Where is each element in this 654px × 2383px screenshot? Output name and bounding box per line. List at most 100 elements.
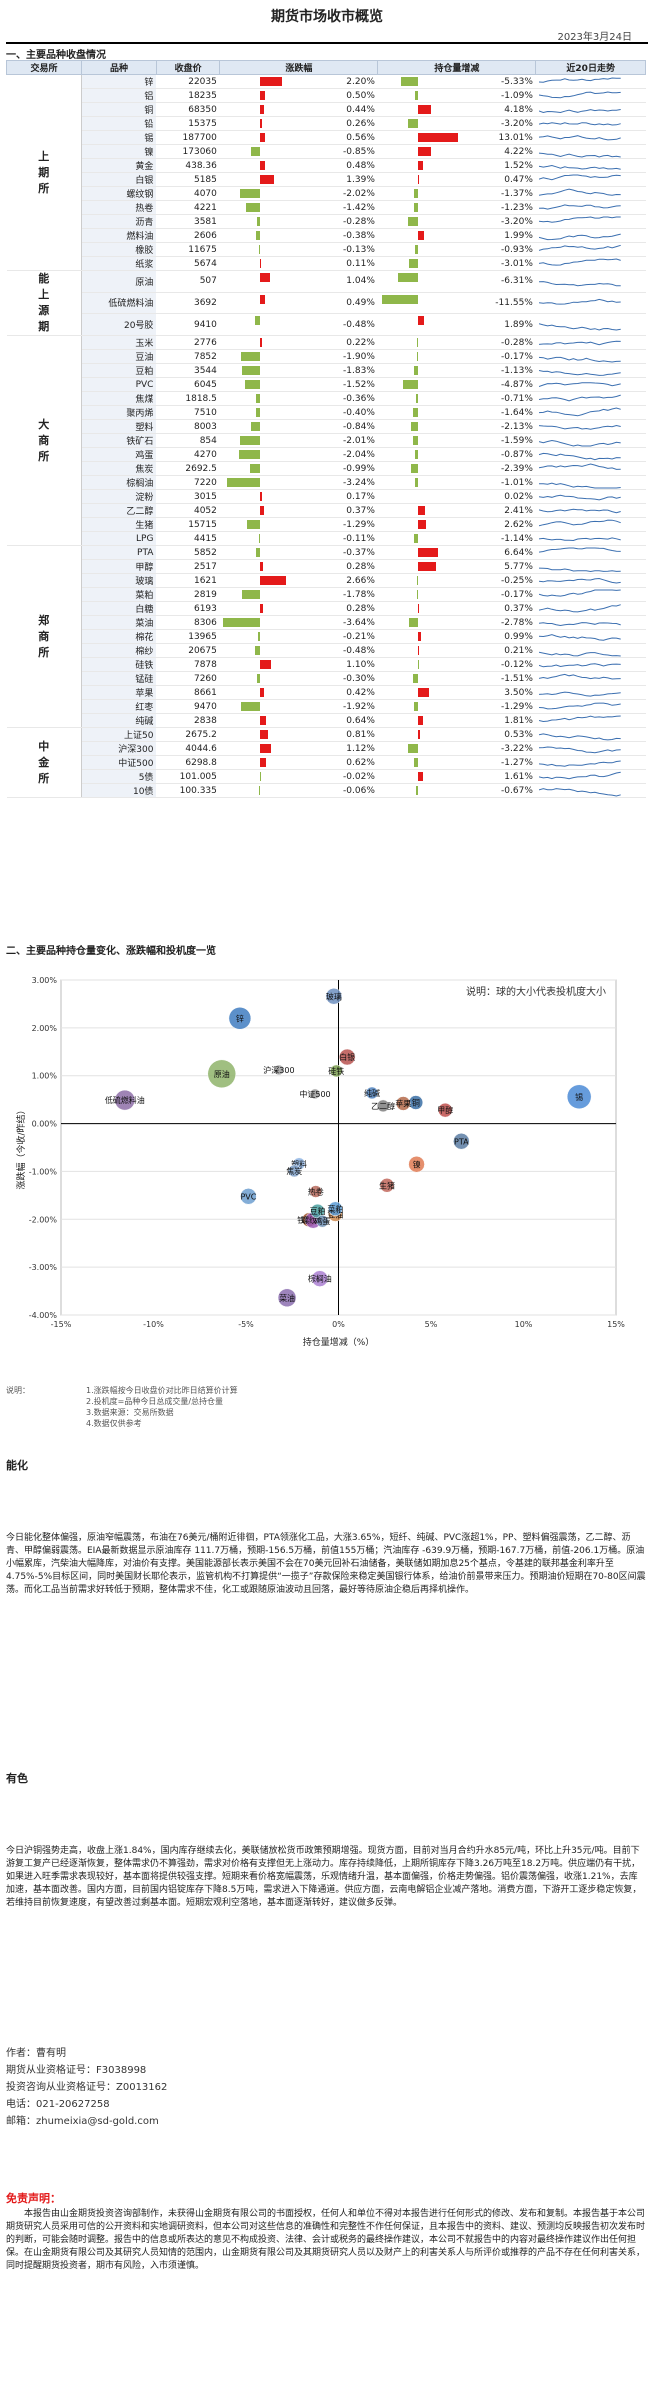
oi-pct-cell: 0.99% [477, 629, 536, 644]
change-pct-cell: 0.42% [319, 685, 378, 700]
sparkline [538, 356, 621, 363]
trend-cell [535, 405, 646, 420]
oi-pct-cell: -0.28% [477, 335, 536, 350]
oi-pct-cell: 0.47% [477, 172, 536, 187]
data-point [453, 1133, 470, 1150]
change-pct-cell: 1.10% [319, 657, 378, 672]
table-row: 棉花 13965 -0.21% 0.99% [7, 629, 646, 644]
table-row: 白银 5185 1.39% 0.47% [7, 172, 646, 187]
change-bar-cell [219, 573, 320, 588]
data-point [338, 1048, 356, 1066]
change-pct-cell: -0.37% [319, 545, 378, 560]
variety-cell: 螺纹钢 [81, 186, 157, 201]
data-label: 生猪 [379, 1180, 395, 1190]
change-pct-cell: -0.38% [319, 228, 378, 243]
change-bar-negative [258, 245, 260, 254]
data-point [277, 1288, 297, 1308]
change-bar-negative [223, 618, 260, 627]
data-label: 硅铁 [328, 1066, 344, 1076]
table-row: 热卷 4221 -1.42% -1.23% [7, 200, 646, 215]
oi-bar-cell [377, 769, 478, 784]
change-bar-positive [259, 506, 264, 515]
oi-bar-cell [377, 489, 478, 504]
sparkline-path [538, 732, 621, 740]
data-label: 螺纹钢 [301, 1215, 325, 1225]
oi-bar-negative [414, 91, 418, 100]
sparkline [538, 152, 621, 158]
oi-bar-negative [417, 352, 418, 361]
change-bar-cell [219, 699, 320, 714]
data-label: 锌 [236, 1013, 244, 1023]
sparkline [538, 519, 621, 526]
data-point [408, 1156, 425, 1173]
oi-bar-cell [377, 629, 478, 644]
y-tick-label: 2.00% [32, 1024, 58, 1033]
section1-title: 一、主要品种收盘情况 [6, 50, 106, 61]
table-row: 焦炭 2692.5 -0.99% -2.39% [7, 461, 646, 476]
trend-cell [535, 172, 646, 187]
data-label: 纯碱 [364, 1088, 380, 1098]
trend-cell [535, 102, 646, 117]
change-pct-cell: -0.13% [319, 242, 378, 257]
change-bar-positive [259, 730, 268, 739]
oi-bar-cell [377, 102, 478, 117]
oi-pct-cell: -1.09% [477, 88, 536, 103]
trend-cell [535, 643, 646, 658]
data-label: 原油 [214, 1069, 230, 1079]
oi-pct-cell: 0.37% [477, 601, 536, 616]
change-pct-cell: 0.48% [319, 158, 378, 173]
change-pct-cell: 1.12% [319, 741, 378, 756]
oi-bar-cell [377, 615, 478, 630]
trend-cell [535, 88, 646, 103]
variety-cell: 棉纱 [81, 643, 157, 658]
page-title: 期货市场收市概览 [271, 9, 383, 25]
change-bar-cell [219, 531, 320, 546]
oi-bar-cell [377, 573, 478, 588]
change-pct-cell: 0.28% [319, 601, 378, 616]
change-bar-negative [244, 380, 260, 389]
trend-cell [535, 461, 646, 476]
oi-bar-positive [417, 105, 431, 114]
table-row: 燃料油 2606 -0.38% 1.99% [7, 228, 646, 243]
change-bar-cell [219, 256, 320, 271]
data-label: 甲醇 [437, 1105, 453, 1115]
data-point [566, 1084, 592, 1110]
data-point [207, 1059, 237, 1089]
change-bar-negative [239, 436, 260, 445]
change-bar-cell [219, 88, 320, 103]
table-row: 铜 68350 0.44% 4.18% [7, 102, 646, 117]
variety-cell: 豆油 [81, 349, 157, 364]
data-label: 苹果 [395, 1098, 411, 1108]
oi-bar-negative [414, 366, 418, 375]
sparkline-path [538, 787, 621, 797]
change-pct-cell: -2.02% [319, 186, 378, 201]
trend-cell [535, 713, 646, 728]
col-close: 收盘价 [155, 60, 221, 75]
data-label: PTA [454, 1137, 469, 1146]
close-price-cell: 173060 [156, 144, 220, 159]
oi-bar-cell [377, 144, 478, 159]
close-price-cell: 2675.2 [156, 727, 220, 742]
sparkline-path [538, 298, 621, 305]
change-bar-positive [259, 716, 267, 725]
variety-cell: 硅铁 [81, 657, 157, 672]
table-row: PVC 6045 -1.52% -4.87% [7, 377, 646, 392]
table-row: 中 金 所上证50 2675.2 0.81% 0.53% [6, 727, 646, 798]
close-price-cell: 3544 [156, 363, 220, 378]
oi-bar-negative [414, 478, 418, 487]
oi-bar-cell [377, 447, 478, 462]
oi-bar-negative [413, 189, 418, 198]
change-bar-cell [219, 158, 320, 173]
oi-bar-negative [415, 245, 418, 254]
table-row: 豆粕 3544 -1.83% -1.13% [7, 363, 646, 378]
trend-cell [535, 130, 646, 145]
oi-bar-cell [377, 228, 478, 243]
change-bar-cell [219, 587, 320, 602]
change-bar-cell [219, 200, 320, 215]
table-row: 玻璃 1621 2.66% -0.25% [7, 573, 646, 588]
table-row: 中证500 6298.8 0.62% -1.27% [7, 755, 646, 770]
oi-bar-negative [412, 408, 418, 417]
col-change: 涨跌幅 [219, 60, 379, 75]
close-price-cell: 4221 [156, 200, 220, 215]
sparkline [538, 244, 621, 251]
